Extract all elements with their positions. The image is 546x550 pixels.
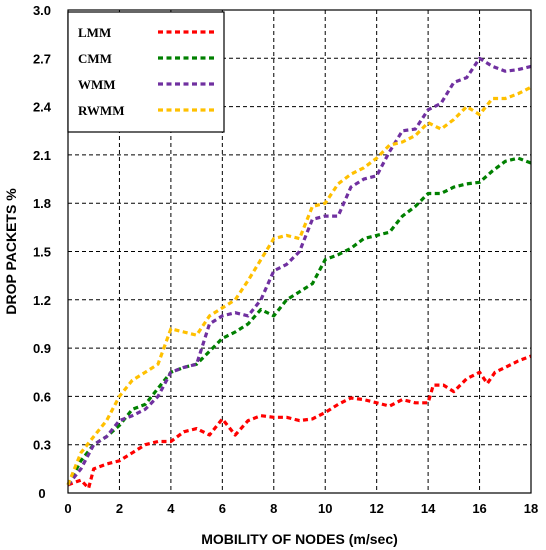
x-tick-label: 16 — [472, 501, 486, 516]
y-tick-label: 2.4 — [33, 100, 52, 115]
legend-label-wmm: WMM — [78, 77, 116, 92]
y-tick-label: 3.0 — [33, 3, 51, 18]
y-tick-label: 0 — [38, 486, 45, 501]
x-tick-label: 0 — [64, 501, 71, 516]
series-line-rwmm — [66, 85, 532, 486]
y-tick-label: 2.1 — [33, 148, 51, 163]
plot-frame — [67, 9, 532, 494]
y-tick-label: 1.2 — [33, 293, 51, 308]
y-tick-label: 0.9 — [33, 341, 51, 356]
x-tick-label: 18 — [524, 501, 538, 516]
x-tick-label: 2 — [116, 501, 123, 516]
y-axis-ticks: 0 0.3 0.6 0.9 1.2 1.5 1.8 2.1 2.4 2.7 3.0 — [33, 3, 52, 501]
y-tick-label: 1.5 — [33, 245, 51, 260]
x-tick-label: 4 — [167, 501, 175, 516]
series-lines — [66, 56, 532, 490]
x-axis-label: MOBILITY OF NODES (m/sec) — [201, 531, 398, 547]
y-tick-label: 1.8 — [33, 196, 51, 211]
legend: LMM CMM WMM RWMM — [67, 11, 225, 133]
legend-label-cmm: CMM — [78, 51, 112, 66]
x-tick-label: 8 — [270, 501, 277, 516]
x-tick-label: 12 — [369, 501, 383, 516]
x-tick-label: 14 — [421, 501, 436, 516]
x-tick-label: 6 — [219, 501, 226, 516]
x-axis-ticks: 0 2 4 6 8 10 12 14 16 18 — [64, 501, 538, 516]
legend-label-lmm: LMM — [78, 25, 111, 40]
y-tick-label: 0.6 — [33, 389, 51, 404]
y-tick-label: 2.7 — [33, 51, 51, 66]
x-tick-label: 10 — [318, 501, 332, 516]
series-line-lmm — [67, 354, 532, 490]
series-line-cmm — [66, 156, 532, 486]
legend-label-rwmm: RWMM — [78, 103, 124, 118]
series-line-wmm — [66, 56, 532, 486]
y-tick-label: 0.3 — [33, 438, 51, 453]
legend-box — [67, 11, 225, 133]
y-axis-label: DROP PACKETS % — [3, 188, 19, 315]
